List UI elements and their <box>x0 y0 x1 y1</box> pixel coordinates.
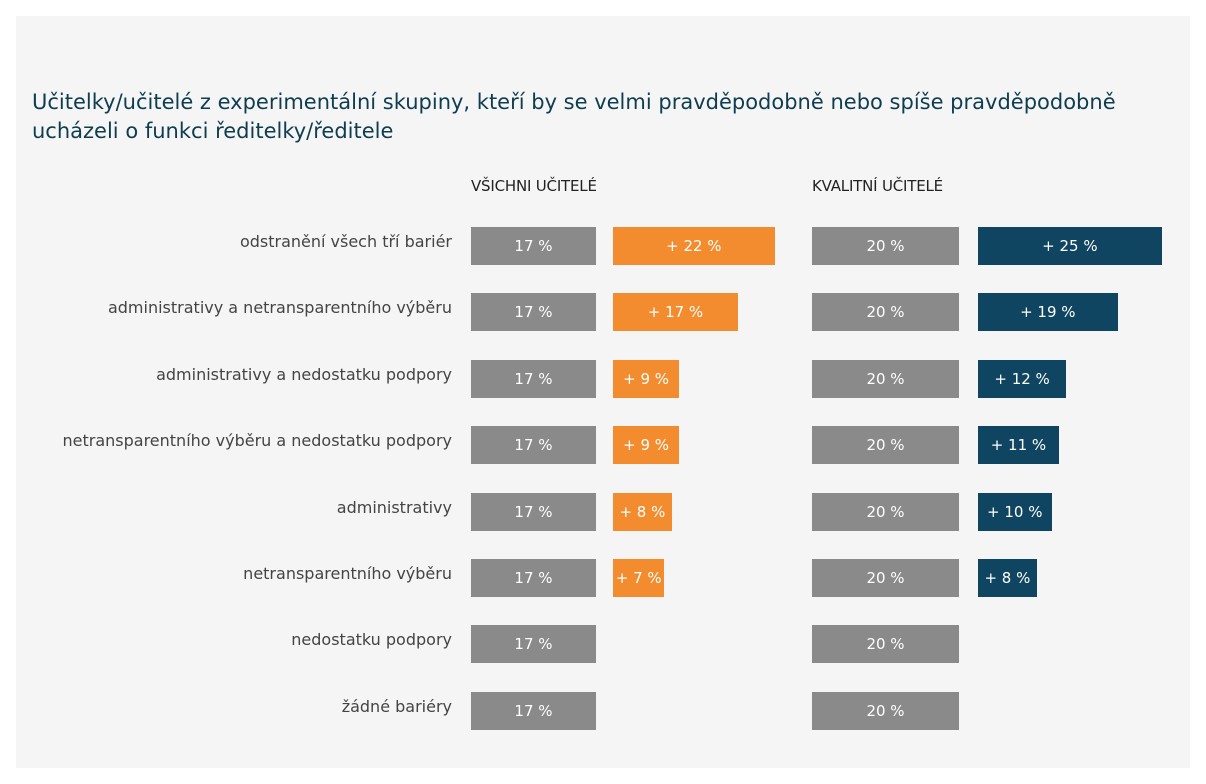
bar: + 10 % <box>978 492 1052 531</box>
value-label: + 25 % <box>1042 237 1098 255</box>
value-label: 17 % <box>514 237 553 255</box>
bar: 17 % <box>471 559 596 597</box>
bar: 17 % <box>471 426 596 465</box>
bar: + 8 % <box>613 492 672 531</box>
value-label: 20 % <box>866 701 905 720</box>
value-label: 20 % <box>866 436 905 455</box>
category-label: nedostatku podpory <box>291 630 452 650</box>
bar: 17 % <box>471 492 596 531</box>
value-label: + 22 % <box>666 237 722 255</box>
value-label: 17 % <box>514 635 553 654</box>
category-label: netransparentního výběru <box>243 564 452 583</box>
bar: 17 % <box>471 359 596 398</box>
value-label: 20 % <box>866 303 905 322</box>
bar: + 19 % <box>978 293 1118 332</box>
category-label: žádné bariéry <box>341 696 452 716</box>
value-label: 20 % <box>866 237 905 255</box>
category-label: administrativy <box>336 497 452 517</box>
bar: 17 % <box>471 625 596 664</box>
value-label: + 7 % <box>615 569 662 587</box>
chart-title: Učitelky/učitelé z experimentální skupin… <box>32 90 1116 143</box>
bar: 17 % <box>471 227 596 265</box>
bar: + 25 % <box>978 227 1162 265</box>
bar: + 11 % <box>978 426 1059 465</box>
value-label: 20 % <box>866 569 905 587</box>
panel-title: KVALITNÍ UČITELÉ <box>812 177 943 195</box>
value-label: 17 % <box>514 569 553 587</box>
value-label: + 17 % <box>647 303 704 322</box>
category-label: netransparentního výběru a nedostatku po… <box>62 431 452 451</box>
bar: 20 % <box>812 691 959 730</box>
bar: 20 % <box>812 492 959 531</box>
bar: + 17 % <box>613 293 738 332</box>
value-label: 20 % <box>866 369 905 388</box>
bar: 20 % <box>812 293 959 332</box>
bar: + 22 % <box>613 227 775 265</box>
value-label: 17 % <box>514 436 553 455</box>
value-label: 17 % <box>514 303 553 322</box>
category-label: odstranění všech tří bariér <box>239 232 452 251</box>
bar: 20 % <box>812 426 959 465</box>
value-label: + 8 % <box>619 502 666 521</box>
value-label: + 9 % <box>623 436 670 455</box>
value-label: 17 % <box>514 369 553 388</box>
category-label: administrativy a netransparentního výběr… <box>107 298 452 318</box>
value-label: + 8 % <box>984 569 1031 587</box>
bar: + 9 % <box>613 426 680 465</box>
value-label: + 9 % <box>623 369 670 388</box>
value-label: + 19 % <box>1020 303 1076 322</box>
value-label: + 10 % <box>987 502 1043 521</box>
bar: + 8 % <box>978 559 1037 597</box>
bar: 17 % <box>471 293 596 332</box>
value-label: 20 % <box>866 502 905 521</box>
bar: 20 % <box>812 559 959 597</box>
bar: 17 % <box>471 691 596 730</box>
bar: + 9 % <box>613 359 680 398</box>
value-label: 20 % <box>866 635 905 654</box>
bar: + 7 % <box>613 559 665 597</box>
bar: 20 % <box>812 359 959 398</box>
value-label: + 12 % <box>994 369 1050 388</box>
category-label: administrativy a nedostatku podpory <box>156 364 452 384</box>
bar: 20 % <box>812 227 959 265</box>
panel-title: VŠICHNI UČITELÉ <box>471 177 597 195</box>
value-label: 17 % <box>514 502 553 521</box>
value-label: 17 % <box>514 701 553 720</box>
bar: 20 % <box>812 625 959 664</box>
value-label: + 11 % <box>990 436 1047 455</box>
bar: + 12 % <box>978 359 1067 398</box>
